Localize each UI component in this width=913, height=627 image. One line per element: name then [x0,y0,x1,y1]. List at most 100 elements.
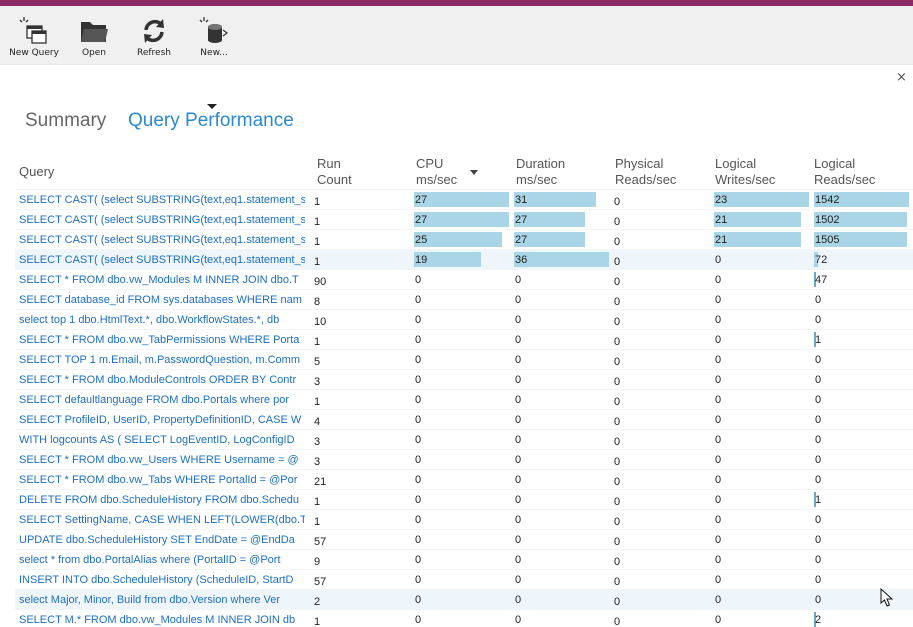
table-row[interactable]: SELECT * FROM dbo.vw_Tabs WHERE PortalId… [15,469,913,489]
query-link[interactable]: WITH logcounts AS ( SELECT LogEventID, L… [19,434,295,446]
cpu-cell: 0 [414,390,512,410]
query-link[interactable]: SELECT * FROM dbo.vw_TabPermissions WHER… [19,334,300,346]
logical-writes-cell: 0 [714,450,812,470]
query-link[interactable]: SELECT CAST( (select SUBSTRING(text,eq1.… [19,194,305,206]
table-row[interactable]: SELECT CAST( (select SUBSTRING(text,eq1.… [15,249,913,269]
table-row[interactable]: SELECT M.* FROM dbo.vw_Modules M INNER J… [15,609,913,627]
logical-reads-cell: 0 [814,590,912,610]
open-button[interactable]: Open [64,16,124,58]
query-link[interactable]: SELECT M.* FROM dbo.vw_Modules M INNER J… [19,614,296,626]
logical-reads-bar [814,252,818,267]
logical-writes-cell: 0 [714,470,812,490]
tab-summary[interactable]: Summary [25,110,107,131]
query-link[interactable]: DELETE FROM dbo.ScheduleHistory FROM dbo… [19,494,300,506]
query-link[interactable]: SELECT TOP 1 m.Email, m.PasswordQuestion… [19,354,300,366]
cpu-bar [414,192,509,207]
query-link[interactable]: SELECT CAST( (select SUBSTRING(text,eq1.… [19,254,305,266]
table-row[interactable]: select top 1 dbo.HtmlText.*, dbo.Workflo… [15,309,913,329]
column-header-query[interactable]: Query [19,164,54,180]
query-link[interactable]: SELECT * FROM dbo.vw_Tabs WHERE PortalId… [19,474,298,486]
column-header-logical-reads[interactable]: Logical Reads/sec [814,156,875,188]
column-header-run-count[interactable]: Run Count [317,156,352,188]
table-row[interactable]: SELECT defaultlanguage FROM dbo.Portals … [15,389,913,409]
duration-value: 0 [515,614,522,626]
query-link[interactable]: UPDATE dbo.ScheduleHistory SET EndDate =… [19,534,295,546]
close-icon[interactable]: × [896,70,907,85]
tab-dropdown-caret-icon[interactable] [207,104,217,109]
new-query-label: New Query [9,48,59,58]
cpu-cell: 0 [414,270,512,290]
logical-writes-cell: 23 [714,190,812,210]
query-link[interactable]: SELECT * FROM dbo.ModuleControls ORDER B… [19,374,297,386]
logical-reads-value: 0 [815,514,822,526]
logical-reads-cell: 47 [814,270,912,290]
column-header-duration[interactable]: Duration ms/sec [516,156,565,188]
duration-value: 0 [515,514,522,526]
query-link[interactable]: INSERT INTO dbo.ScheduleHistory (Schedul… [19,574,294,586]
table-row[interactable]: UPDATE dbo.ScheduleHistory SET EndDate =… [15,529,913,549]
new-database-button[interactable]: New... [184,16,244,58]
run-count-cell: 4 [314,416,321,428]
refresh-button[interactable]: Refresh [124,16,184,58]
new-query-button[interactable]: New Query [4,16,64,58]
logical-reads-value: 0 [815,294,822,306]
column-header-logical-writes[interactable]: Logical Writes/sec [715,156,775,188]
table-row[interactable]: SELECT * FROM dbo.ModuleControls ORDER B… [15,369,913,389]
logical-reads-value: 2 [815,614,822,626]
query-link[interactable]: select * from dbo.PortalAlias where (Por… [19,554,281,566]
table-row[interactable]: INSERT INTO dbo.ScheduleHistory (Schedul… [15,569,913,589]
table-row[interactable]: SELECT * FROM dbo.vw_Users WHERE Usernam… [15,449,913,469]
physical-reads-cell: 0 [614,616,621,627]
duration-value: 0 [515,594,522,606]
query-link[interactable]: SELECT * FROM dbo.vw_Modules M INNER JOI… [19,274,299,286]
duration-value: 0 [515,374,522,386]
query-link[interactable]: SELECT CAST( (select SUBSTRING(text,eq1.… [19,214,305,226]
column-header-cpu[interactable]: CPU ms/sec [416,156,457,188]
column-header-run-count-line2: Count [317,172,352,187]
physical-reads-cell: 0 [614,236,621,248]
query-link[interactable]: SELECT defaultlanguage FROM dbo.Portals … [19,394,290,406]
column-header-physical-reads[interactable]: Physical Reads/sec [615,156,676,188]
query-link[interactable]: select top 1 dbo.HtmlText.*, dbo.Workflo… [19,314,280,326]
table-row[interactable]: DELETE FROM dbo.ScheduleHistory FROM dbo… [15,489,913,509]
table-row[interactable]: SELECT SettingName, CASE WHEN LEFT(LOWER… [15,509,913,529]
query-link[interactable]: SELECT SettingName, CASE WHEN LEFT(LOWER… [19,514,305,526]
cpu-cell: 0 [414,350,512,370]
table-row[interactable]: SELECT ProfileID, UserID, PropertyDefini… [15,409,913,429]
logical-reads-bar [814,492,816,507]
table-row[interactable]: select * from dbo.PortalAlias where (Por… [15,549,913,569]
logical-writes-value: 0 [715,514,722,526]
table-row[interactable]: SELECT CAST( (select SUBSTRING(text,eq1.… [15,209,913,229]
cpu-value: 0 [415,554,422,566]
logical-writes-cell: 0 [714,270,812,290]
run-count-cell: 8 [314,296,321,308]
logical-reads-value: 0 [815,414,822,426]
mouse-pointer-icon [880,587,894,612]
logical-writes-cell: 0 [714,570,812,590]
query-link[interactable]: SELECT CAST( (select SUBSTRING(text,eq1.… [19,234,305,246]
query-link[interactable]: SELECT database_id FROM sys.databases WH… [19,294,302,306]
run-count-cell: 1 [314,396,321,408]
table-row[interactable]: SELECT * FROM dbo.vw_Modules M INNER JOI… [15,269,913,289]
run-count-cell: 2 [314,596,321,608]
duration-cell: 0 [514,350,612,370]
table-row[interactable]: SELECT CAST( (select SUBSTRING(text,eq1.… [15,229,913,249]
duration-value: 0 [515,474,522,486]
table-row[interactable]: SELECT * FROM dbo.vw_TabPermissions WHER… [15,329,913,349]
toolbar: New Query Open Refresh [0,6,913,65]
logical-reads-value: 0 [815,314,822,326]
query-link[interactable]: SELECT ProfileID, UserID, PropertyDefini… [19,414,302,426]
duration-cell: 0 [514,410,612,430]
run-count-cell: 3 [314,376,321,388]
table-row[interactable]: SELECT database_id FROM sys.databases WH… [15,289,913,309]
physical-reads-cell: 0 [614,576,621,588]
tab-query-performance[interactable]: Query Performance [128,110,294,131]
column-header-logical-reads-line2: Reads/sec [814,172,876,187]
table-row[interactable]: WITH logcounts AS ( SELECT LogEventID, L… [15,429,913,449]
query-link[interactable]: SELECT * FROM dbo.vw_Users WHERE Usernam… [19,454,299,466]
table-row[interactable]: SELECT CAST( (select SUBSTRING(text,eq1.… [15,189,913,209]
table-row[interactable]: select Major, Minor, Build from dbo.Vers… [15,589,913,609]
cpu-cell: 0 [414,430,512,450]
table-row[interactable]: SELECT TOP 1 m.Email, m.PasswordQuestion… [15,349,913,369]
query-link[interactable]: select Major, Minor, Build from dbo.Vers… [19,594,281,606]
